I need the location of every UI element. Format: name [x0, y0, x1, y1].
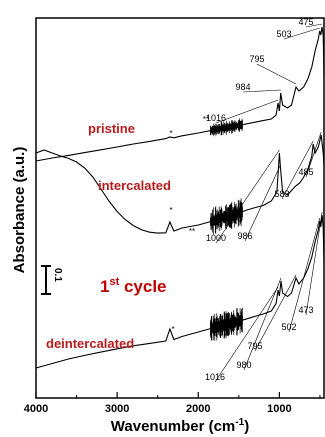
peak-label-deintercalated-502: 502	[281, 322, 296, 332]
impurity-mark: **	[213, 317, 219, 326]
chart-labels: pristine intercalated deintercalated 475 503…	[46, 17, 314, 382]
x-axis-title: Wavenumber (cm-1)	[111, 417, 249, 435]
peak-label-pristine-503: 503	[276, 29, 291, 39]
peak-label-pristine-475: 475	[298, 17, 313, 27]
impurity-mark: **	[189, 227, 195, 236]
x-tick-label: 4000	[24, 403, 48, 415]
plot-frame	[35, 17, 325, 399]
x-tick-label: 1000	[267, 403, 291, 415]
peak-leader-deintercalated-795	[254, 274, 297, 352]
x-axis-title-main: Wavenumber (cm	[111, 418, 235, 435]
cycle-number: 1	[100, 277, 109, 296]
peak-leader-pristine-475	[305, 23, 323, 28]
spectrum-noise-layer	[210, 118, 243, 341]
x-tick-label: 2000	[186, 403, 210, 415]
cycle-rest: cycle	[119, 277, 166, 296]
peak-leader-deintercalated-1016	[214, 286, 279, 383]
x-axis-title-end: )	[244, 418, 249, 435]
impurity-mark: *	[169, 129, 172, 138]
series-label-deintercalated: deintercalated	[46, 336, 134, 351]
peak-label-intercalated-583: 583	[274, 189, 289, 199]
peak-label-deintercalated-795: 795	[247, 341, 262, 351]
peak-leaders	[214, 23, 323, 383]
peak-label-deintercalated-473: 473	[298, 305, 313, 315]
peak-leader-intercalated-485	[305, 131, 322, 178]
peak-leader-deintercalated-473	[305, 211, 323, 316]
cycle-sup: st	[109, 276, 119, 288]
peak-leader-intercalated-583	[281, 140, 314, 200]
series-line-intercalated	[35, 134, 325, 234]
peak-leader-pristine-503	[283, 27, 320, 40]
peak-leader-intercalated-986	[244, 164, 281, 242]
impurity-mark: *	[171, 325, 174, 334]
peak-label-pristine-1016: 1016	[206, 113, 226, 123]
peak-label-pristine-795: 795	[249, 54, 264, 64]
peak-leader-pristine-984	[242, 89, 281, 93]
peak-label-intercalated-986: 986	[237, 231, 252, 241]
peak-label-pristine-984: 984	[235, 82, 250, 92]
peak-leader-deintercalated-502	[288, 217, 321, 333]
scale-bar-label: 0.1	[52, 268, 63, 282]
x-tick-label: 3000	[105, 403, 129, 415]
peak-leader-intercalated-1000	[215, 149, 280, 244]
series-line-pristine	[35, 26, 325, 162]
peak-label-deintercalated-1016: 1016	[205, 372, 225, 382]
scale-bar: 0.1	[41, 265, 63, 295]
x-axis-ticks: 4000 3000 2000 1000	[24, 392, 321, 415]
impurity-mark: **	[203, 115, 209, 124]
series-label-intercalated: intercalated	[98, 178, 171, 193]
peak-leader-pristine-795	[256, 63, 297, 85]
peak-label-intercalated-1000: 1000	[206, 233, 226, 243]
peak-leader-deintercalated-980	[243, 277, 282, 371]
y-axis-title: Absorbance (a.u.)	[11, 147, 28, 274]
peak-label-intercalated-485: 485	[298, 167, 313, 177]
series-label-pristine: pristine	[88, 121, 135, 136]
impurity-mark: *	[169, 206, 172, 215]
peak-leader-pristine-1016	[215, 99, 279, 124]
peak-label-deintercalated-980: 980	[236, 360, 251, 370]
cycle-label: 1st cycle	[100, 276, 167, 296]
x-axis-title-sup: -1	[235, 417, 244, 428]
